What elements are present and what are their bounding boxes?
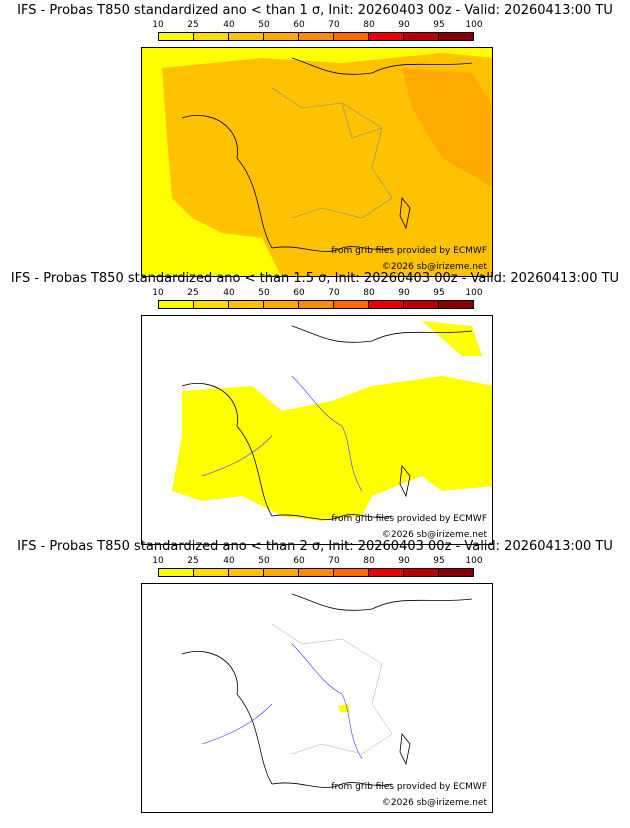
copyright-credit: ©2026 sb@irizeme.net: [381, 262, 487, 272]
copyright-credit: ©2026 sb@irizeme.net: [381, 530, 487, 540]
copyright-credit: ©2026 sb@irizeme.net: [381, 798, 487, 808]
legend-swatch: [264, 33, 299, 40]
legend-tick: 60: [293, 20, 305, 30]
legend-swatch: [229, 33, 264, 40]
probability-map: from grib files provided by ECMWF ©2026 …: [141, 47, 493, 277]
coastlines: [181, 593, 473, 788]
legend-swatch: [404, 569, 439, 576]
legend-tick: 60: [293, 288, 305, 298]
legend-tick: 80: [363, 556, 375, 566]
legend-color-bar: [158, 32, 474, 41]
panel-title: IFS - Probas T850 standardized ano < tha…: [10, 271, 620, 286]
legend-tick: 40: [223, 20, 235, 30]
legend-color-bar: [158, 300, 474, 309]
probability-field-low: [338, 704, 350, 712]
probability-field-high: [402, 68, 492, 187]
legend-tick: 80: [363, 288, 375, 298]
legend-tick: 40: [223, 288, 235, 298]
rivers: [201, 643, 363, 760]
borders: [271, 87, 393, 219]
rivers: [201, 375, 363, 492]
legend-swatch: [439, 33, 473, 40]
legend-tick: 70: [328, 20, 340, 30]
coastlines: [181, 325, 473, 520]
legend-tick: 90: [398, 288, 410, 298]
legend-swatch: [299, 569, 334, 576]
source-credit: from grib files provided by ECMWF: [331, 514, 487, 524]
legend-tick: 50: [258, 20, 270, 30]
legend-tick: 100: [465, 556, 483, 566]
map-panel-1sigma: IFS - Probas T850 standardized ano < tha…: [0, 0, 630, 277]
legend-tick: 10: [152, 20, 164, 30]
probability-field-low: [172, 376, 492, 521]
panel-title: IFS - Probas T850 standardized ano < tha…: [17, 539, 613, 554]
legend-swatch: [229, 569, 264, 576]
legend-swatch: [194, 569, 229, 576]
legend-tick: 100: [465, 20, 483, 30]
legend-swatch: [159, 301, 194, 308]
legend-tick: 90: [398, 20, 410, 30]
color-legend: 10 25 40 50 60 70 80 90 95 100: [143, 556, 493, 580]
legend-tick: 10: [152, 288, 164, 298]
legend-tick: 50: [258, 556, 270, 566]
legend-swatch: [334, 569, 369, 576]
coastlines: [181, 57, 473, 252]
legend-tick: 10: [152, 556, 164, 566]
borders: [271, 623, 393, 755]
legend-swatch: [369, 33, 404, 40]
legend-tick: 60: [293, 556, 305, 566]
legend-swatch: [264, 569, 299, 576]
legend-tick: 25: [187, 288, 199, 298]
legend-tick: 95: [433, 556, 445, 566]
legend-swatch: [334, 301, 369, 308]
legend-tick: 50: [258, 288, 270, 298]
legend-swatch: [264, 301, 299, 308]
probability-field-mid: [162, 53, 492, 276]
source-credit: from grib files provided by ECMWF: [331, 782, 487, 792]
legend-swatch: [369, 301, 404, 308]
legend-tick: 70: [328, 288, 340, 298]
panel-title: IFS - Probas T850 standardized ano < tha…: [17, 3, 613, 18]
legend-swatch: [194, 33, 229, 40]
legend-tick: 90: [398, 556, 410, 566]
map-panel-2sigma: IFS - Probas T850 standardized ano < tha…: [0, 536, 630, 813]
legend-swatch: [439, 569, 473, 576]
legend-swatch: [334, 33, 369, 40]
legend-swatch: [404, 301, 439, 308]
color-legend: 10 25 40 50 60 70 80 90 95 100: [143, 288, 493, 312]
legend-swatch: [404, 33, 439, 40]
legend-tick: 100: [465, 288, 483, 298]
probability-field-low-south: [142, 213, 281, 276]
legend-swatch: [369, 569, 404, 576]
legend-swatch: [229, 301, 264, 308]
legend-tick: 95: [433, 288, 445, 298]
legend-swatch: [159, 33, 194, 40]
legend-tick: 95: [433, 20, 445, 30]
legend-swatch: [299, 301, 334, 308]
legend-tick: 25: [187, 556, 199, 566]
map-panel-1-5sigma: IFS - Probas T850 standardized ano < tha…: [0, 268, 630, 545]
legend-tick: 40: [223, 556, 235, 566]
legend-tick: 80: [363, 20, 375, 30]
legend-tick: 25: [187, 20, 199, 30]
probability-map: from grib files provided by ECMWF ©2026 …: [141, 583, 493, 813]
probability-map: from grib files provided by ECMWF ©2026 …: [141, 315, 493, 545]
color-legend: 10 25 40 50 60 70 80 90 95 100: [143, 20, 493, 44]
legend-swatch: [194, 301, 229, 308]
legend-tick: 70: [328, 556, 340, 566]
source-credit: from grib files provided by ECMWF: [331, 246, 487, 256]
legend-color-bar: [158, 568, 474, 577]
legend-swatch: [159, 569, 194, 576]
legend-swatch: [439, 301, 473, 308]
probability-field-low-north: [422, 321, 482, 356]
legend-swatch: [299, 33, 334, 40]
